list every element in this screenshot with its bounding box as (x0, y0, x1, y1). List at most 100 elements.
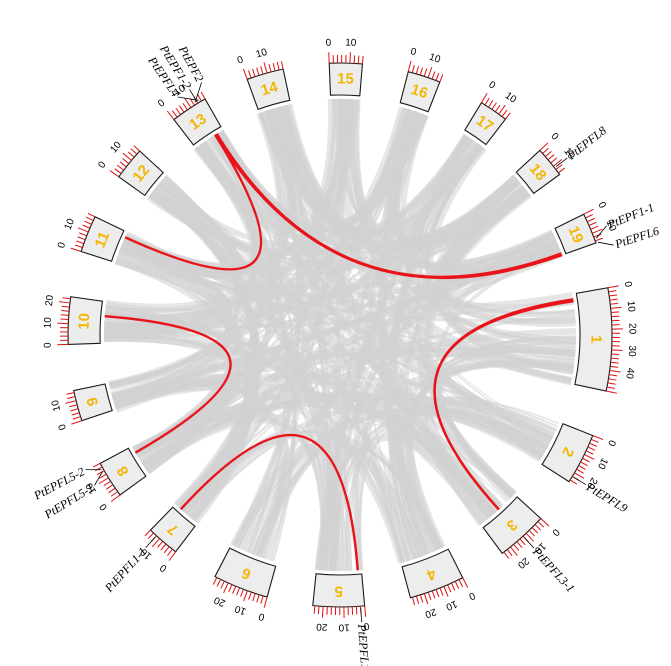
tick-mark (611, 353, 620, 356)
background-link (281, 104, 556, 269)
highlighted-link (433, 299, 574, 511)
tick-mark (280, 61, 284, 70)
tick-label: 10 (604, 218, 619, 233)
gene-leader-line (177, 96, 199, 101)
tick-mark (317, 606, 320, 615)
tick-mark (608, 290, 617, 293)
tick-mark (98, 477, 109, 484)
tick-mark (494, 104, 501, 113)
tick-mark (220, 580, 225, 589)
tick-mark (60, 314, 69, 316)
tick-mark (70, 408, 79, 412)
gene-label: PtEPFL8 (564, 123, 609, 163)
chromosome-box (99, 447, 147, 496)
background-link (212, 132, 496, 517)
tick-mark (610, 302, 619, 305)
chromosome-label: 14 (259, 78, 280, 99)
chromosome-14: 14 0 10 (236, 47, 291, 111)
chromosome-17: 17 0 10 (464, 79, 519, 146)
background-link (347, 99, 555, 435)
tick-mark (419, 67, 424, 76)
tick-mark (182, 102, 188, 111)
tick-mark (260, 66, 264, 75)
tick-mark (451, 582, 456, 591)
tick-mark (189, 98, 195, 106)
tick-label: 10 (233, 602, 248, 616)
tick-mark (435, 589, 440, 598)
chromosome-16: 16 0 10 (399, 46, 444, 113)
tick-mark (109, 169, 120, 178)
tick-mark (147, 532, 154, 540)
tick-label: 0 (158, 561, 169, 573)
background-link (143, 108, 414, 471)
gene-leader-line (194, 82, 202, 103)
tick-label: 10 (255, 47, 269, 61)
tick-label: 0 (549, 526, 561, 538)
tick-mark (364, 605, 367, 617)
tick-mark (587, 446, 596, 451)
tick-mark (505, 112, 511, 120)
gene-leader-line (573, 477, 587, 486)
tick-mark (528, 530, 536, 537)
tick-mark (411, 64, 415, 73)
tick-mark (263, 596, 268, 608)
tick-mark (166, 110, 175, 120)
background-synteny-links (103, 98, 577, 572)
tick-mark (569, 479, 578, 485)
tick-mark (584, 454, 595, 460)
tick-mark (79, 232, 87, 237)
tick-mark (117, 164, 124, 171)
chromosome-12: 12 010 (96, 139, 165, 197)
tick-mark (160, 543, 167, 551)
tick-label: 0 (56, 241, 68, 250)
tick-mark (70, 247, 82, 252)
tick-mark (606, 386, 615, 389)
tick-mark (127, 151, 135, 158)
tick-label: 40 (623, 367, 635, 380)
tick-mark (419, 594, 424, 603)
tick-mark (144, 529, 151, 537)
tick-mark (85, 216, 94, 221)
tick-label: 10 (108, 139, 124, 155)
tick-mark (268, 64, 272, 73)
tick-label: 0 (595, 200, 608, 210)
tick-mark (606, 390, 618, 394)
highlighted-gene-pair-links (104, 133, 574, 571)
tick-mark (94, 466, 103, 472)
tick-mark (110, 491, 118, 497)
tick-mark (122, 152, 132, 161)
tick-mark (252, 593, 256, 602)
background-link (108, 187, 240, 387)
tick-mark (435, 72, 440, 81)
tick-label: 20 (584, 475, 599, 491)
highlighted-link (124, 134, 263, 271)
tick-mark (172, 110, 178, 118)
background-link (233, 99, 355, 547)
tick-mark (593, 233, 602, 238)
tick-mark (609, 370, 621, 373)
tick-label: 20 (212, 594, 227, 609)
tick-mark (223, 582, 229, 594)
chromosome-15: 15 0 10 (325, 37, 364, 97)
gene-label: PtEPFL9 (583, 479, 630, 515)
gene-leader-line (189, 89, 198, 102)
tick-label: 0 (549, 131, 561, 143)
tick-mark (552, 158, 563, 167)
background-link (329, 408, 549, 571)
tick-mark (443, 586, 449, 597)
tick-mark (168, 551, 177, 561)
tick-mark (272, 62, 276, 71)
chromosome-box (312, 573, 366, 608)
tick-mark (65, 400, 77, 404)
gene-leader-line (596, 225, 607, 239)
tick-mark (462, 577, 469, 588)
tick-mark (589, 442, 598, 447)
chromosome-box (482, 496, 542, 555)
tick-mark (415, 595, 420, 604)
tick-label: 20 (626, 323, 637, 335)
